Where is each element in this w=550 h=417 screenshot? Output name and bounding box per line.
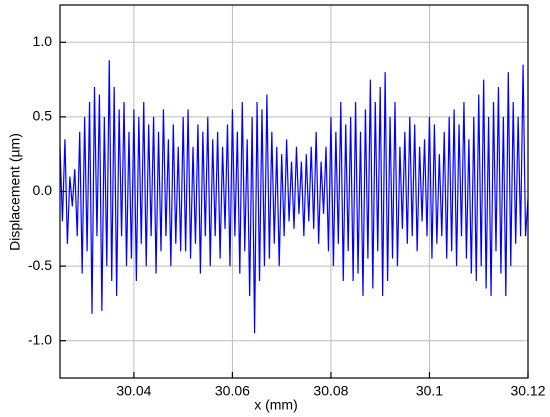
y-tick-label: 0.5 (33, 108, 53, 124)
y-axis-label: Displacement (µm) (7, 133, 23, 251)
y-tick-label: 0.0 (33, 182, 53, 198)
x-axis-label: x (mm) (254, 397, 298, 413)
x-tick-label: 30.06 (215, 383, 250, 399)
plot-frame (59, 4, 529, 379)
x-tick-label: 30.08 (313, 383, 348, 399)
x-tick-label: 30.04 (116, 383, 151, 399)
line-series (59, 60, 529, 334)
y-tick-label: 1.0 (33, 33, 53, 49)
x-tick-label: 30.1 (416, 383, 443, 399)
y-tick-label: -0.5 (28, 257, 52, 273)
x-tick-label: 30.12 (510, 383, 545, 399)
y-tick-label: -1.0 (28, 331, 52, 347)
